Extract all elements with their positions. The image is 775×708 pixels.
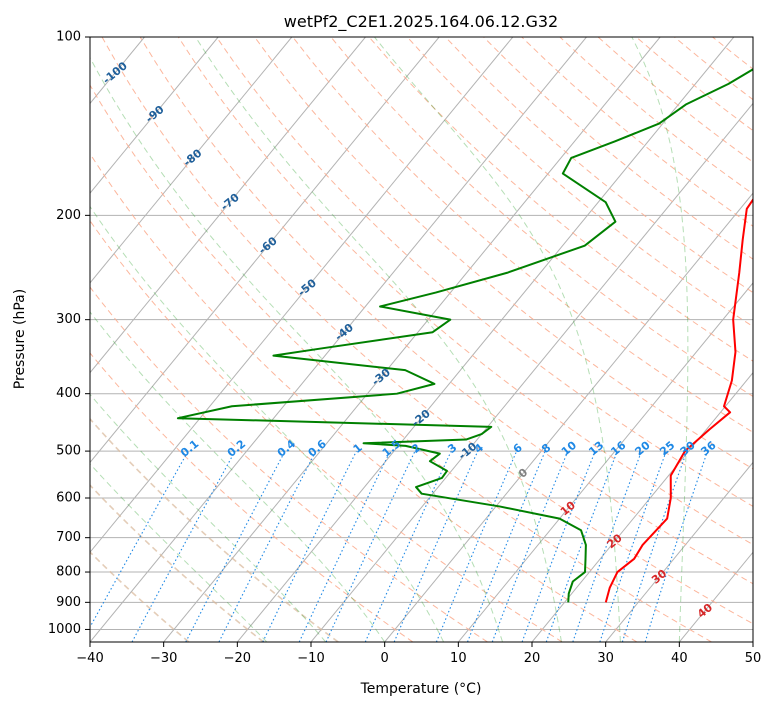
x-tick-label: 20 — [524, 651, 541, 666]
y-tick-label: 500 — [56, 444, 81, 459]
moist-adiabat — [374, 37, 621, 642]
dry-adiabat — [90, 417, 339, 642]
isotherm-gridline — [605, 461, 753, 642]
isotherm-gridline — [90, 37, 514, 554]
mixing-ratio-line — [599, 450, 667, 642]
mixing-ratio-line — [545, 450, 618, 642]
mixing-ratio-line — [572, 450, 643, 642]
isotherm-gridline — [90, 37, 293, 284]
y-tick-label: 200 — [56, 208, 81, 223]
isotherm-gridline — [90, 37, 219, 194]
dewpoint-profile-line — [176, 68, 753, 603]
isotherm-gridline — [236, 37, 735, 642]
x-tick-label: −20 — [224, 651, 251, 666]
dry-adiabat — [254, 37, 753, 470]
moist-adiabat — [195, 37, 562, 642]
mixing-ratio-line — [491, 450, 569, 642]
y-tick-label: 300 — [56, 312, 81, 327]
y-tick-label: 800 — [56, 565, 81, 580]
moist-adiabat — [90, 205, 445, 642]
dry-adiabat — [90, 352, 414, 642]
temperature-profile-line — [604, 197, 753, 603]
dry-adiabat — [90, 484, 265, 642]
dry-adiabat — [90, 219, 563, 642]
isotherm-gridline — [310, 102, 753, 642]
moist-adiabat — [90, 393, 327, 642]
y-tick-label: 100 — [56, 30, 81, 45]
mixing-ratio-line — [644, 450, 709, 642]
x-tick-label: 40 — [671, 651, 688, 666]
y-tick-label: 900 — [56, 595, 81, 610]
plot-area — [90, 37, 753, 642]
dry-adiabat — [368, 37, 753, 362]
mixing-ratio-line — [364, 450, 452, 642]
x-tick-label: 10 — [450, 651, 467, 666]
isotherm-gridline — [90, 37, 366, 374]
dry-adiabat — [216, 37, 753, 507]
dry-adiabat — [177, 37, 753, 546]
mixing-ratio-line — [621, 450, 688, 642]
y-tick-label: 600 — [56, 491, 81, 506]
mixing-ratio-line — [218, 450, 317, 642]
isotherm-gridline — [384, 192, 753, 642]
profile-lines — [176, 68, 753, 603]
isotherm-gridline — [90, 37, 440, 464]
plot-frame — [89, 36, 754, 643]
mixing-ratio-line — [521, 450, 596, 642]
isotherm-gridline — [531, 371, 753, 642]
mixing-ratio-line — [90, 450, 189, 629]
isotherm-gridline — [0, 37, 71, 642]
mixing-ratio-line — [435, 450, 518, 642]
mixing-ratio-line — [393, 450, 479, 642]
mixing-ratio-line — [131, 450, 236, 642]
mixing-ratio-line — [466, 450, 546, 642]
y-tick-label: 1000 — [48, 622, 81, 637]
isotherm-gridline — [752, 641, 753, 642]
x-tick-label: −40 — [76, 651, 103, 666]
x-axis: −40 −30 −20 −10 0 10 20 30 40 50 — [76, 642, 761, 666]
dry-adiabat — [90, 550, 190, 642]
moist-adiabat — [90, 311, 386, 642]
moist-adiabat — [90, 56, 504, 642]
y-tick-label: 700 — [56, 530, 81, 545]
isotherm-gridline — [163, 37, 661, 642]
dry-adiabat — [90, 84, 712, 642]
x-tick-label: −30 — [150, 651, 177, 666]
dry-adiabat — [90, 286, 488, 642]
isotherm-gridline — [90, 37, 587, 642]
chart-title: wetPf2_C2E1.2025.164.06.12.G32 — [284, 12, 558, 32]
mixing-ratio-line — [262, 450, 357, 642]
y-axis-title: Pressure (hPa) — [12, 289, 28, 389]
x-tick-label: 0 — [381, 651, 389, 666]
x-tick-label: −10 — [297, 651, 324, 666]
y-axis: 100 200 300 400 500 600 700 800 900 1000 — [48, 30, 90, 637]
dry-adiabat — [292, 37, 753, 433]
y-tick-label: 400 — [56, 386, 81, 401]
x-tick-label: 50 — [745, 651, 762, 666]
x-tick-label: 30 — [597, 651, 614, 666]
moist-adiabat — [631, 37, 689, 642]
x-axis-title: Temperature (°C) — [360, 681, 482, 697]
background-lines — [0, 37, 753, 642]
dry-adiabat — [330, 37, 753, 397]
isotherm-gridline — [457, 282, 753, 642]
